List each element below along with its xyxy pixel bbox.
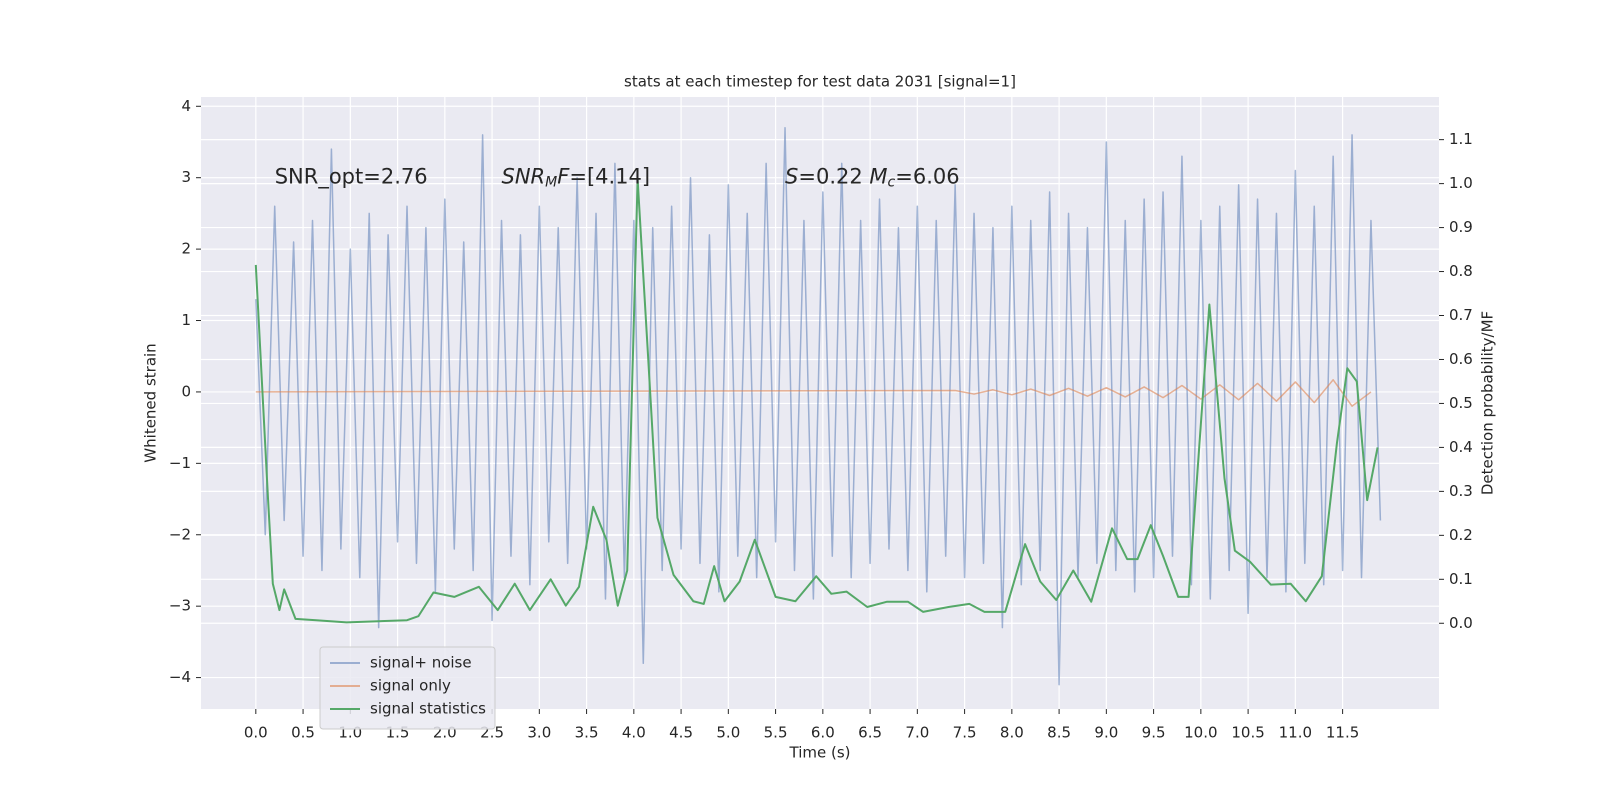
x-tick-label: 5.5 [764, 724, 788, 742]
annotation-part: c [888, 175, 896, 191]
x-tick-label: 0.5 [291, 724, 315, 742]
x-tick-label: 10.0 [1184, 724, 1217, 742]
y-tick-label: 3 [181, 168, 191, 186]
annotation-part: =6.06 [895, 165, 959, 189]
annotation: SNRMF=[4.14] [502, 165, 651, 191]
y2-tick-label: 0.9 [1449, 218, 1473, 236]
annotation: S=0.22 Mc=6.06 [785, 165, 960, 191]
x-tick-label: 4.0 [622, 724, 646, 742]
legend-label: signal only [370, 677, 451, 695]
annotation-part: M [869, 165, 887, 189]
series-line [254, 178, 1379, 624]
x-tick-label: 9.5 [1142, 724, 1166, 742]
x-tick-label: 6.0 [811, 724, 835, 742]
annotation-part: SNR_opt=2.76 [275, 165, 428, 190]
x-tick-label: 11.5 [1326, 724, 1359, 742]
y-axis-label: Whitened strain [142, 343, 160, 462]
y2-tick-label: 0.5 [1449, 394, 1473, 412]
legend-box [319, 646, 496, 730]
x-tick-label: 10.5 [1231, 724, 1264, 742]
y-tick-label: 2 [181, 240, 191, 258]
x-tick-label: 11.0 [1279, 724, 1312, 742]
y-tick-label: 1 [181, 311, 191, 329]
annotation-part: M [545, 175, 557, 191]
y2-tick-label: 0.7 [1449, 306, 1473, 324]
y-tick-label: 0 [181, 382, 191, 400]
y-tick-label: −2 [169, 525, 191, 543]
x-tick-label: 8.5 [1047, 724, 1071, 742]
x-tick-label: 5.0 [716, 724, 740, 742]
y2-tick-label: 0.1 [1449, 570, 1473, 588]
x-tick-label: 0.0 [244, 724, 268, 742]
legend-label: signal statistics [370, 700, 486, 718]
y-tick-label: −1 [169, 454, 191, 472]
y-tick-label: 4 [181, 97, 191, 115]
y2-tick-label: 0.4 [1449, 438, 1473, 456]
y2-tick-label: 1.1 [1449, 130, 1473, 148]
y2-axis-label: Detection probability/MF [1479, 311, 1497, 495]
series-line [255, 379, 1372, 407]
chart-title: stats at each timestep for test data 203… [624, 73, 1016, 91]
x-tick-label: 3.0 [527, 724, 551, 742]
x-tick-label: 9.0 [1094, 724, 1118, 742]
legend-label: signal+ noise [370, 654, 472, 672]
x-axis-label: Time (s) [789, 744, 851, 762]
x-tick-label: 3.5 [575, 724, 599, 742]
y2-tick-label: 1.0 [1449, 174, 1473, 192]
x-tick-label: 4.5 [669, 724, 693, 742]
annotation-part: S [785, 165, 798, 189]
y2-tick-label: 0.0 [1449, 614, 1473, 632]
annotation-part: =0.22 [798, 165, 869, 189]
annotation-part: SNR [502, 165, 546, 189]
x-tick-label: 7.0 [905, 724, 929, 742]
y2-tick-label: 0.3 [1449, 482, 1473, 500]
x-tick-label: 7.5 [953, 724, 977, 742]
annotation-part: F [557, 165, 570, 189]
y2-tick-label: 0.6 [1449, 350, 1473, 368]
y2-tick-label: 0.8 [1449, 262, 1473, 280]
y-tick-label: −3 [169, 597, 191, 615]
annotation: SNR_opt=2.76 [275, 165, 428, 190]
annotation-part: =[4.14] [569, 165, 650, 189]
x-tick-label: 8.0 [1000, 724, 1024, 742]
y-tick-label: −4 [169, 668, 191, 686]
x-tick-label: 6.5 [858, 724, 882, 742]
y2-tick-label: 0.2 [1449, 526, 1473, 544]
